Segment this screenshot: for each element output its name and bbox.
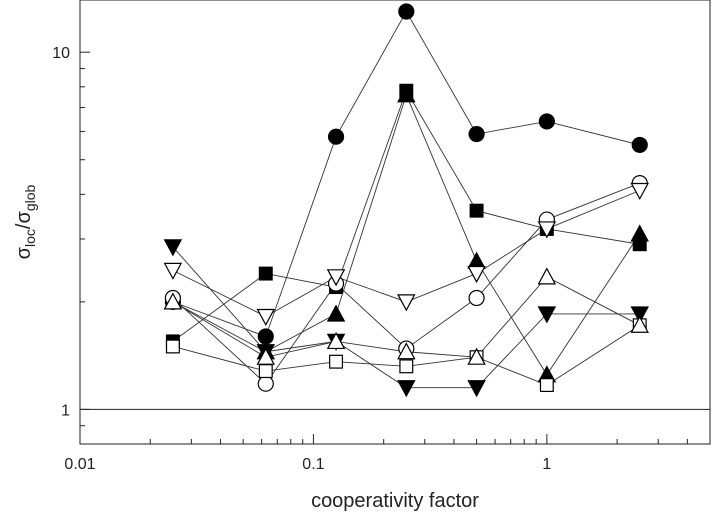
- y-tick-label: 10: [52, 45, 70, 62]
- triangle-up-filled-point: [630, 224, 649, 242]
- data-points: [163, 3, 649, 398]
- triangle-down-open-point: [163, 262, 183, 280]
- square-filled-point: [258, 266, 273, 281]
- triangle-down-filled-point: [537, 306, 557, 324]
- triangle-up-open-point: [397, 342, 416, 360]
- circle-filled-point: [257, 328, 274, 345]
- x-tick-label: 0.01: [64, 456, 95, 473]
- tick-labels: 0.01 0.1 1 1 10: [52, 45, 551, 473]
- series-line-3: [172, 93, 641, 376]
- triangle-down-filled-point: [163, 239, 183, 257]
- triangle-down-open-point: [630, 182, 649, 201]
- triangle-down-filled-point: [467, 380, 486, 398]
- square-open-point: [399, 359, 414, 374]
- triangle-up-filled-point: [467, 251, 486, 269]
- x-tick-label: 0.1: [302, 456, 324, 473]
- circle-filled-point: [538, 113, 555, 130]
- triangle-down-filled-point: [397, 380, 416, 398]
- triangle-up-open-point: [256, 347, 276, 365]
- square-filled-point: [469, 203, 484, 218]
- triangle-up-open-point: [163, 292, 183, 310]
- square-open-point: [539, 378, 554, 393]
- square-open-point: [329, 354, 344, 369]
- circle-filled-point: [398, 3, 415, 20]
- triangle-down-open-point: [256, 308, 276, 327]
- y-tick-label: 1: [61, 402, 70, 419]
- y-label-slash-sigma: /σ: [13, 211, 35, 230]
- y-label-sub-glob: glob: [22, 184, 38, 211]
- triangle-down-filled-point: [630, 306, 649, 324]
- triangle-down-open-point: [467, 265, 486, 284]
- circle-filled-point: [631, 136, 648, 154]
- y-label-sigma: σ: [13, 246, 35, 259]
- x-tick-label: 1: [542, 456, 551, 473]
- x-axis-label: cooperativity factor: [311, 490, 479, 512]
- circle-filled-point: [327, 128, 345, 145]
- triangle-up-filled-point: [326, 304, 346, 322]
- series-lines: [172, 10, 641, 389]
- series-line-1: [172, 10, 640, 338]
- square-open-point: [165, 339, 180, 354]
- circle-open-point: [468, 289, 485, 307]
- square-open-point: [258, 364, 273, 379]
- circle-open-point: [257, 375, 274, 392]
- circle-filled-point: [468, 125, 485, 143]
- triangle-down-open-point: [326, 269, 346, 287]
- axis-ticks: [79, 51, 711, 445]
- plot-frame: [79, 0, 711, 445]
- triangle-up-open-point: [537, 267, 557, 285]
- triangle-down-open-point: [397, 294, 416, 312]
- y-axis-label: σloc/σglob: [13, 184, 38, 259]
- triangle-up-open-point: [326, 331, 346, 350]
- triangle-down-open-point: [537, 221, 557, 239]
- triangle-up-open-point: [630, 315, 649, 333]
- y-label-sub-loc: loc: [22, 229, 38, 247]
- triangle-up-filled-point: [397, 85, 416, 103]
- triangle-up-open-point: [467, 347, 486, 365]
